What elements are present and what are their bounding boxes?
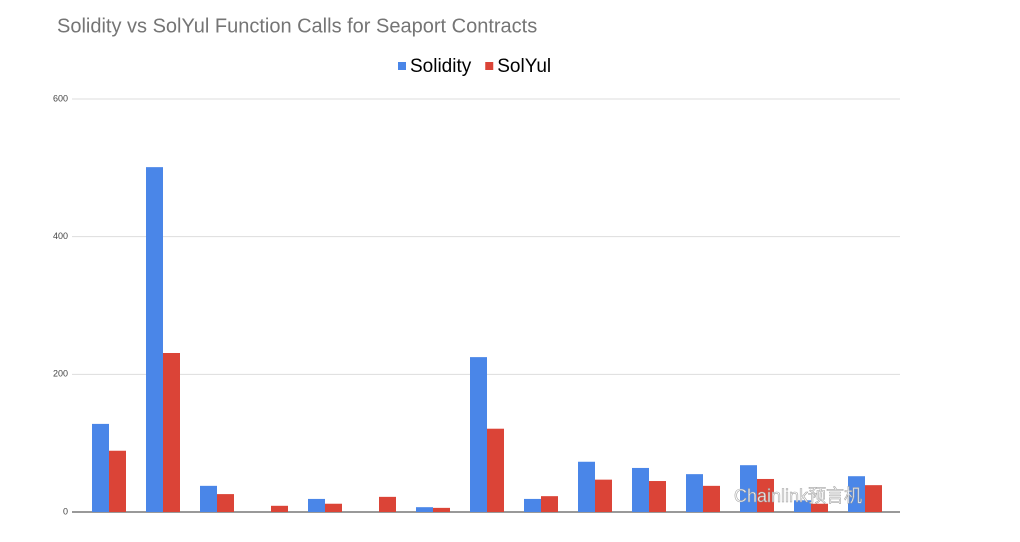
legend-label: SolYul (497, 56, 551, 77)
bar (578, 461, 595, 512)
y-tick-label: 400 (53, 231, 68, 241)
bar (92, 423, 109, 512)
legend-label: Solidity (410, 56, 472, 77)
y-tick-label: 0 (63, 506, 68, 516)
y-tick-label: 200 (53, 369, 68, 379)
bar (379, 496, 396, 512)
y-tick-label: 600 (53, 93, 68, 103)
bar (308, 498, 325, 512)
legend-swatch (485, 62, 494, 70)
bar (524, 498, 541, 512)
bar (470, 357, 487, 512)
bar (703, 485, 720, 512)
bar (649, 481, 666, 512)
bar (686, 474, 703, 512)
bar (433, 507, 450, 512)
bar (163, 352, 180, 512)
legend-swatch (398, 62, 406, 70)
bar (416, 507, 433, 512)
bar (271, 505, 288, 512)
bar (757, 478, 774, 512)
bar (595, 479, 612, 512)
bar (811, 503, 828, 512)
watermark: Chainlink预言机 (734, 486, 862, 506)
bar (325, 503, 342, 512)
bar (865, 485, 882, 512)
bar (217, 494, 234, 512)
bar (794, 500, 811, 512)
bar (200, 485, 217, 512)
bar (109, 450, 126, 512)
bar (487, 428, 504, 512)
bar (740, 465, 757, 512)
bar (541, 496, 558, 512)
chart-title: Solidity vs SolYul Function Calls for Se… (57, 15, 537, 37)
bar (632, 467, 649, 512)
bar (848, 476, 865, 512)
bar (146, 167, 163, 512)
